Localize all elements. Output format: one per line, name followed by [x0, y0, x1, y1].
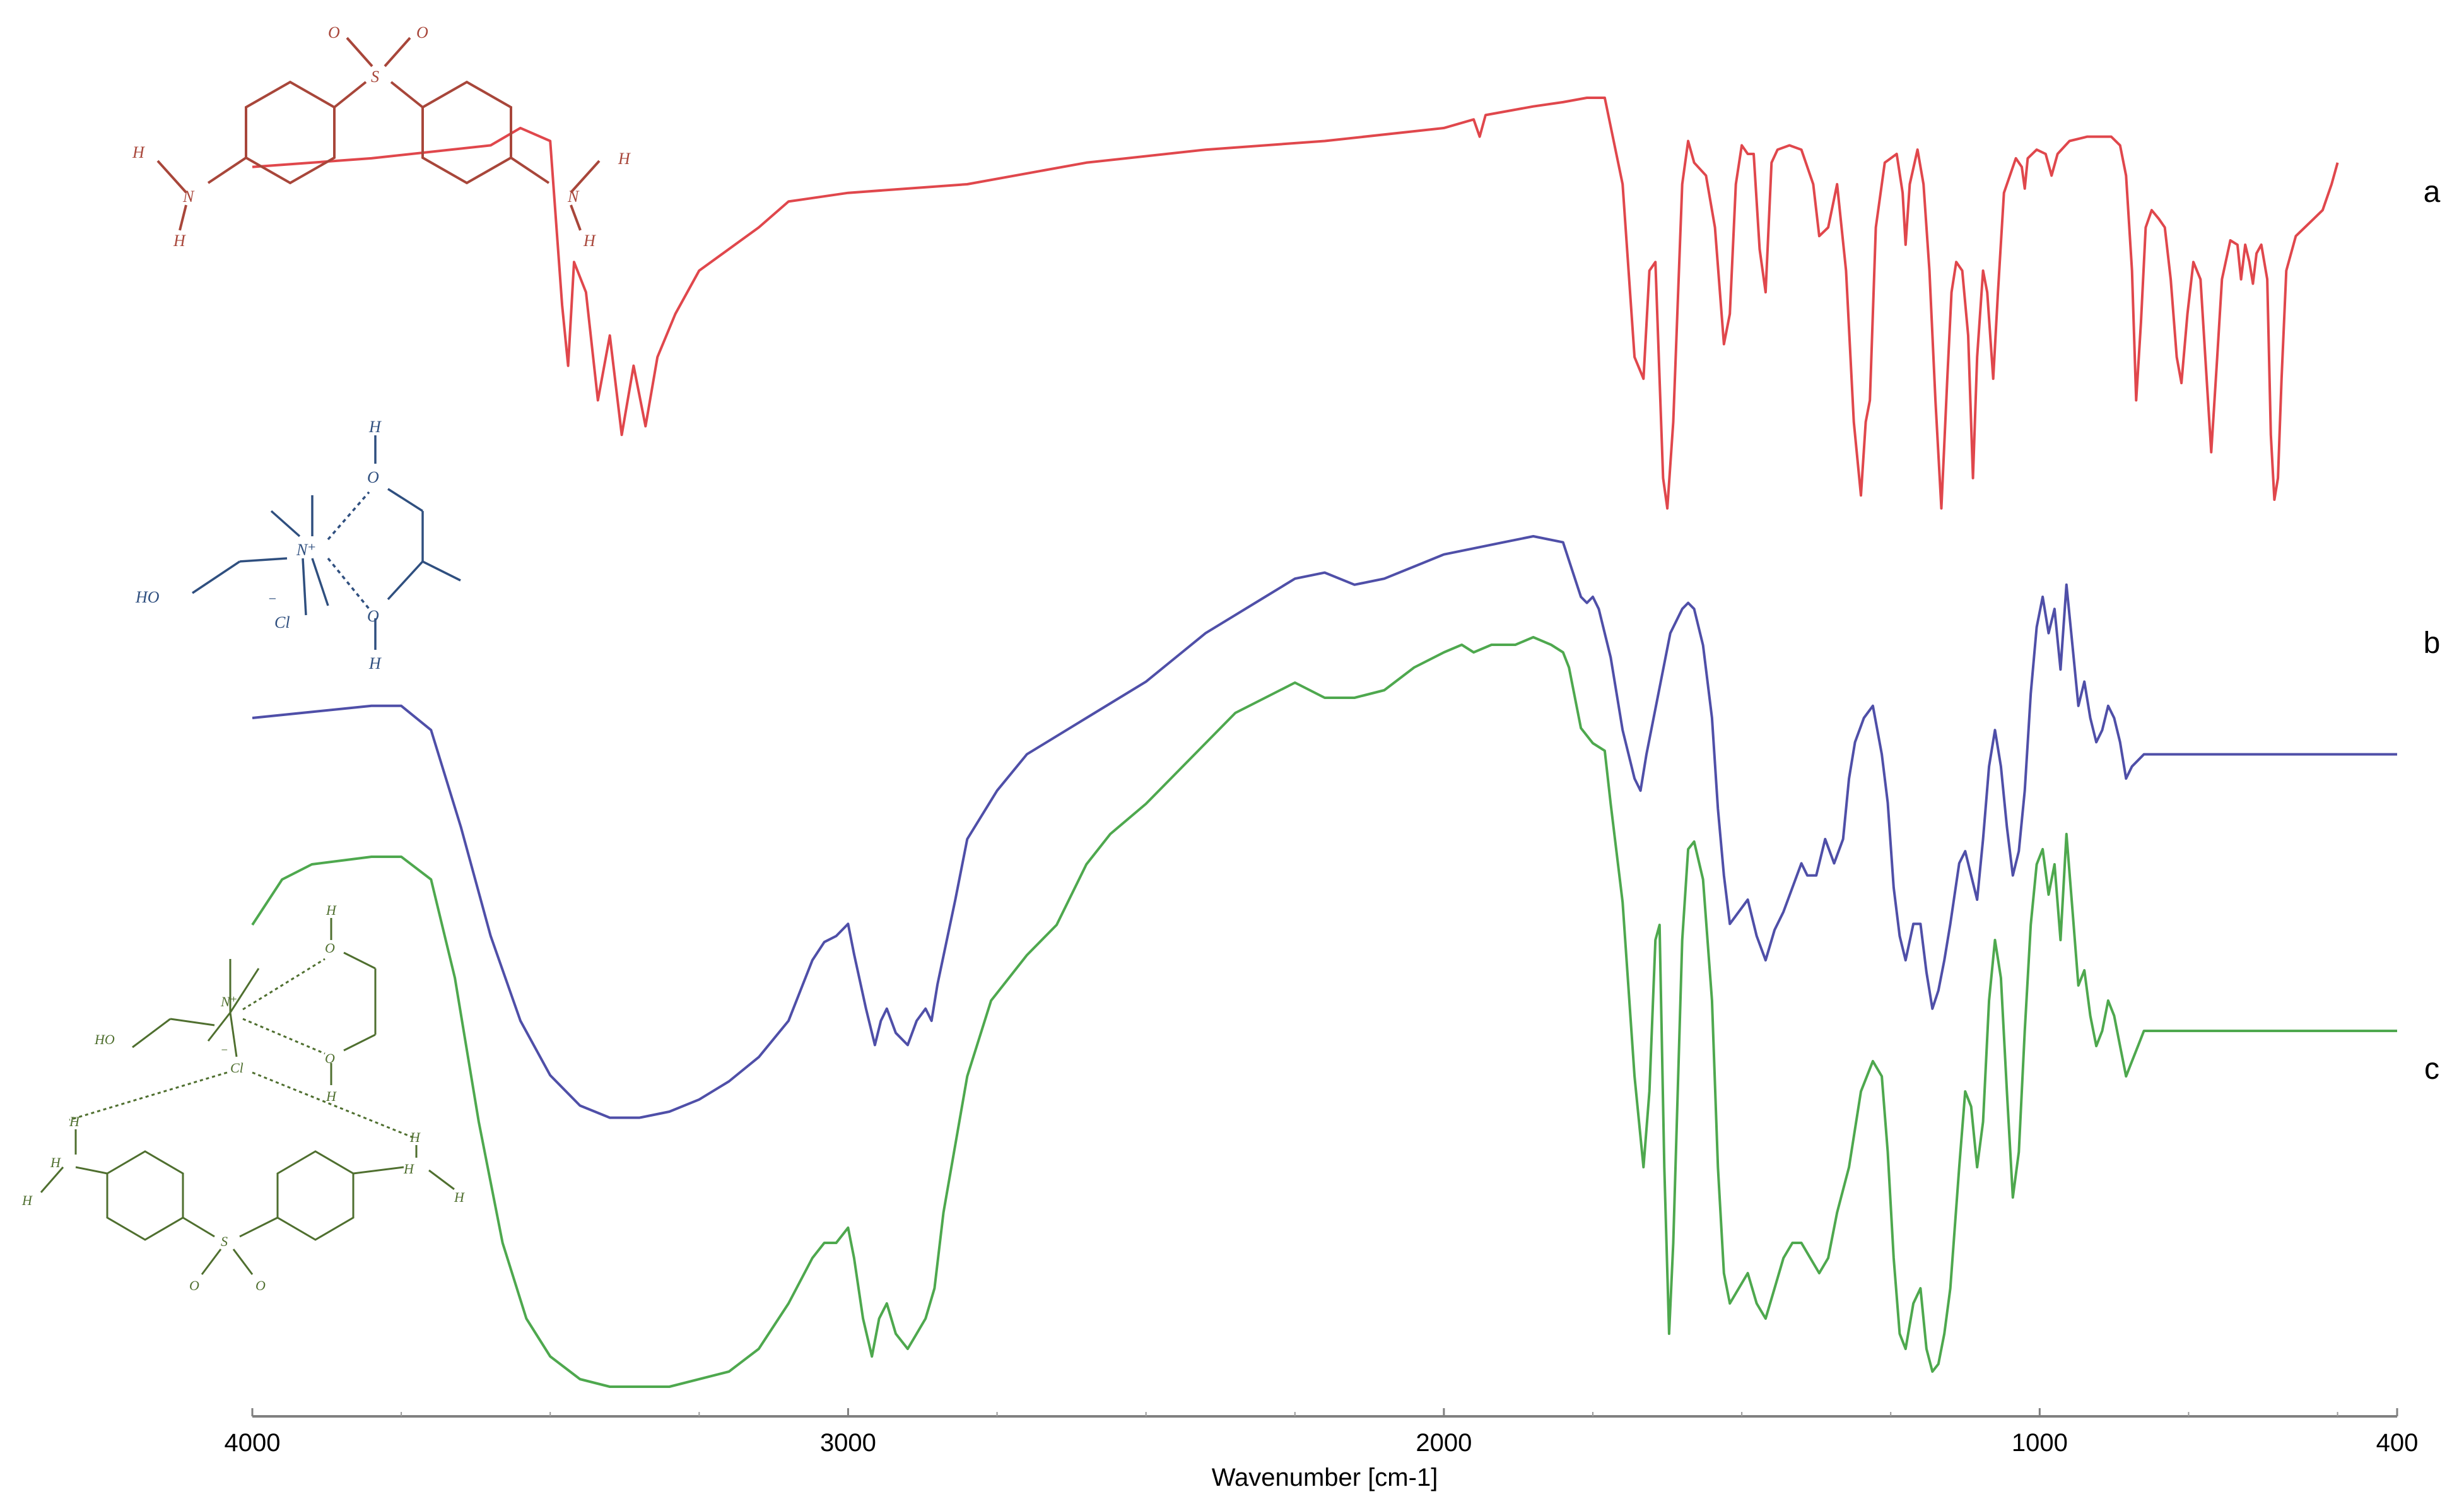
atom-s: S [221, 1233, 228, 1249]
x-axis: 4000 3000 2000 1000 400 Wavenumber [cm-1] [225, 1408, 2419, 1491]
series-line-a [252, 97, 2339, 510]
atom-o: O [325, 940, 335, 956]
series-label-b: b [2424, 626, 2441, 660]
atom-cl: Cl [230, 1060, 243, 1076]
atom-h: H [326, 902, 337, 918]
series-label-c: c [2424, 1052, 2439, 1086]
atom-o: O [328, 23, 340, 42]
atom-h: H [409, 1129, 421, 1145]
structure-c-ring-left [106, 1150, 184, 1241]
structure-c: N⁺ HO ⁻ Cl O O H H H H H H S O O H H [21, 902, 465, 1293]
atom-n: N [182, 187, 195, 206]
atom-h: H [132, 143, 145, 162]
atom-h: H [583, 232, 596, 250]
atom-n: N [567, 187, 580, 206]
atom-h: H [326, 1088, 337, 1104]
x-axis-title: Wavenumber [cm-1] [1212, 1464, 1438, 1491]
x-tick-label: 400 [2376, 1429, 2419, 1457]
atom-h: H [368, 654, 382, 673]
atom-o: O [325, 1050, 335, 1066]
atom-h: H [368, 418, 382, 436]
atom-n: N⁺ [220, 994, 237, 1009]
x-tick-label: 1000 [2012, 1429, 2068, 1457]
series-line-b [252, 535, 2397, 1119]
structure-a-ring-right [421, 80, 512, 185]
atom-ho: HO [135, 588, 160, 606]
atom-n: H [403, 1161, 414, 1177]
atom-n: H [21, 1192, 33, 1208]
series-label-a: a [2424, 175, 2441, 209]
atom-cl: Cl [274, 613, 290, 632]
atom-o: O [367, 607, 379, 625]
x-tick-label: 2000 [1416, 1429, 1472, 1457]
atom-ho: HO [94, 1032, 115, 1047]
structure-a-ring-left [245, 80, 336, 185]
atom-cl-minus: ⁻ [268, 592, 277, 611]
series-line-c [251, 636, 2397, 1388]
atom-o: O [255, 1278, 266, 1293]
atom-cl-minus: ⁻ [221, 1044, 228, 1060]
atom-o: O [367, 468, 379, 486]
x-tick-label: 3000 [820, 1429, 876, 1457]
atom-n: H [50, 1155, 61, 1170]
atom-h: H [69, 1114, 80, 1129]
structure-c-ring-right [276, 1150, 355, 1241]
atom-o: O [416, 23, 428, 42]
structure-b: N⁺ HO ⁻ Cl O O H H [135, 418, 461, 673]
structure-a: S O O N N H H H H [132, 23, 631, 250]
atom-h: H [618, 150, 631, 168]
series-labels: a b c [2424, 175, 2441, 1086]
plot-area [251, 97, 2397, 1388]
atom-n: N⁺ [296, 541, 316, 559]
atom-h: H [173, 232, 186, 250]
atom-o: O [189, 1278, 199, 1293]
x-tick-label: 4000 [225, 1429, 281, 1457]
atom-s: S [371, 68, 379, 86]
atom-h: H [454, 1189, 465, 1205]
